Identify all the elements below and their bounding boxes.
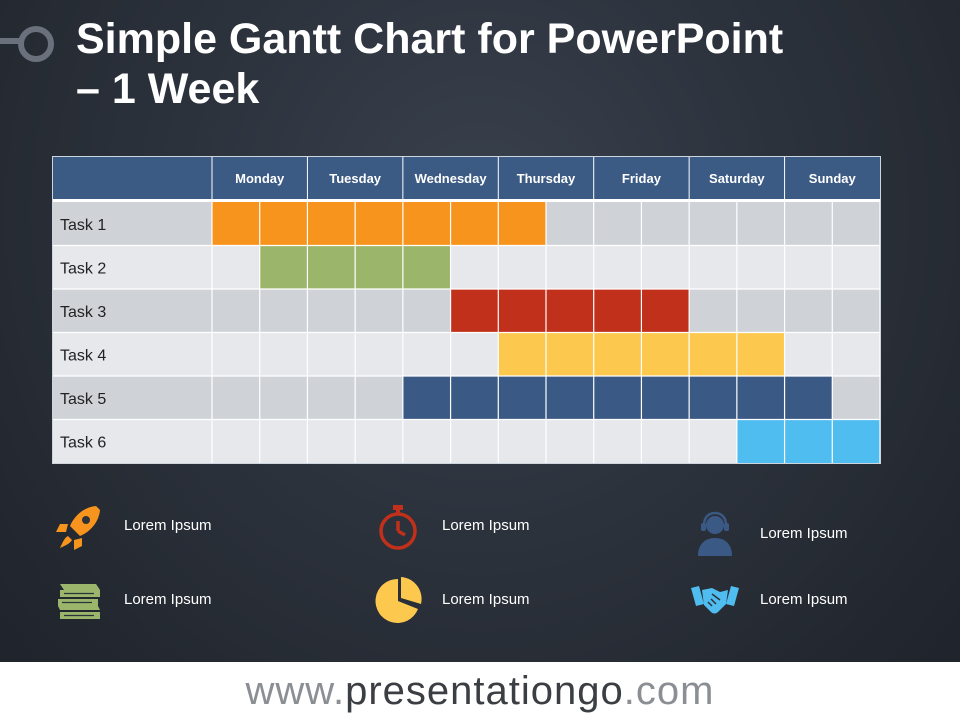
legend-label-5: Lorem Ipsum	[442, 591, 530, 608]
footer-suffix: .com	[623, 669, 715, 713]
title-decoration-bar	[0, 38, 22, 44]
day-label-tuesday: Tuesday	[329, 171, 382, 186]
legend-item-2: Lorem Ipsum	[442, 517, 530, 534]
legend-label-4: Lorem Ipsum	[124, 591, 212, 608]
task-label: Task 5	[60, 391, 106, 408]
gantt-header	[53, 157, 880, 199]
gantt-svg: Monday Tuesday Wednesday Thursday Friday Satu…	[53, 157, 880, 463]
day-label-saturday: Saturday	[709, 171, 765, 186]
task-bar	[212, 202, 546, 246]
page-title: Simple Gantt Chart for PowerPoint – 1 We…	[76, 14, 936, 114]
task-label: Task 3	[60, 304, 106, 321]
page-title-line-1: Simple Gantt Chart for PowerPoint	[76, 15, 784, 63]
task-label: Task 4	[60, 347, 106, 364]
day-label-sunday: Sunday	[809, 171, 857, 186]
handshake-icon	[690, 578, 740, 628]
title-decoration-ring	[18, 26, 54, 62]
books-icon	[54, 576, 104, 626]
task-label: Task 6	[60, 434, 106, 451]
footer-brand: presentationgo	[345, 669, 624, 713]
support-agent-icon	[690, 510, 740, 560]
footer-prefix: www.	[245, 669, 346, 713]
task-label: Task 2	[60, 260, 106, 277]
rocket-icon	[54, 502, 104, 552]
legend-item-6: Lorem Ipsum	[760, 591, 848, 608]
task-row	[53, 245, 880, 289]
legend-label-2: Lorem Ipsum	[442, 517, 530, 534]
stopwatch-icon	[373, 502, 423, 552]
day-label-monday: Monday	[235, 171, 285, 186]
legend-label-1: Lorem Ipsum	[124, 517, 212, 534]
legend-item-5: Lorem Ipsum	[442, 591, 530, 608]
slide: Simple Gantt Chart for PowerPoint – 1 We…	[0, 14, 936, 628]
task-bar	[736, 419, 880, 463]
gantt-header-separator	[53, 199, 880, 202]
footer-url[interactable]: www.presentationgo.com	[0, 662, 960, 720]
legend-item-1: Lorem Ipsum	[124, 517, 212, 534]
legend-item-3: Lorem Ipsum	[760, 525, 848, 542]
pie-chart-icon	[373, 576, 423, 626]
day-label-friday: Friday	[622, 171, 662, 186]
day-label-thursday: Thursday	[517, 171, 576, 186]
gantt-chart: Monday Tuesday Wednesday Thursday Friday Satu…	[52, 156, 881, 464]
day-label-wednesday: Wednesday	[415, 171, 488, 186]
legend-item-4: Lorem Ipsum	[124, 591, 212, 608]
task-bar	[450, 289, 690, 333]
page-title-line-2: – 1 Week	[76, 65, 260, 113]
legend-label-3: Lorem Ipsum	[760, 525, 848, 542]
task-label: Task 1	[60, 217, 106, 234]
legend-label-6: Lorem Ipsum	[760, 591, 848, 608]
task-bar	[402, 376, 833, 420]
